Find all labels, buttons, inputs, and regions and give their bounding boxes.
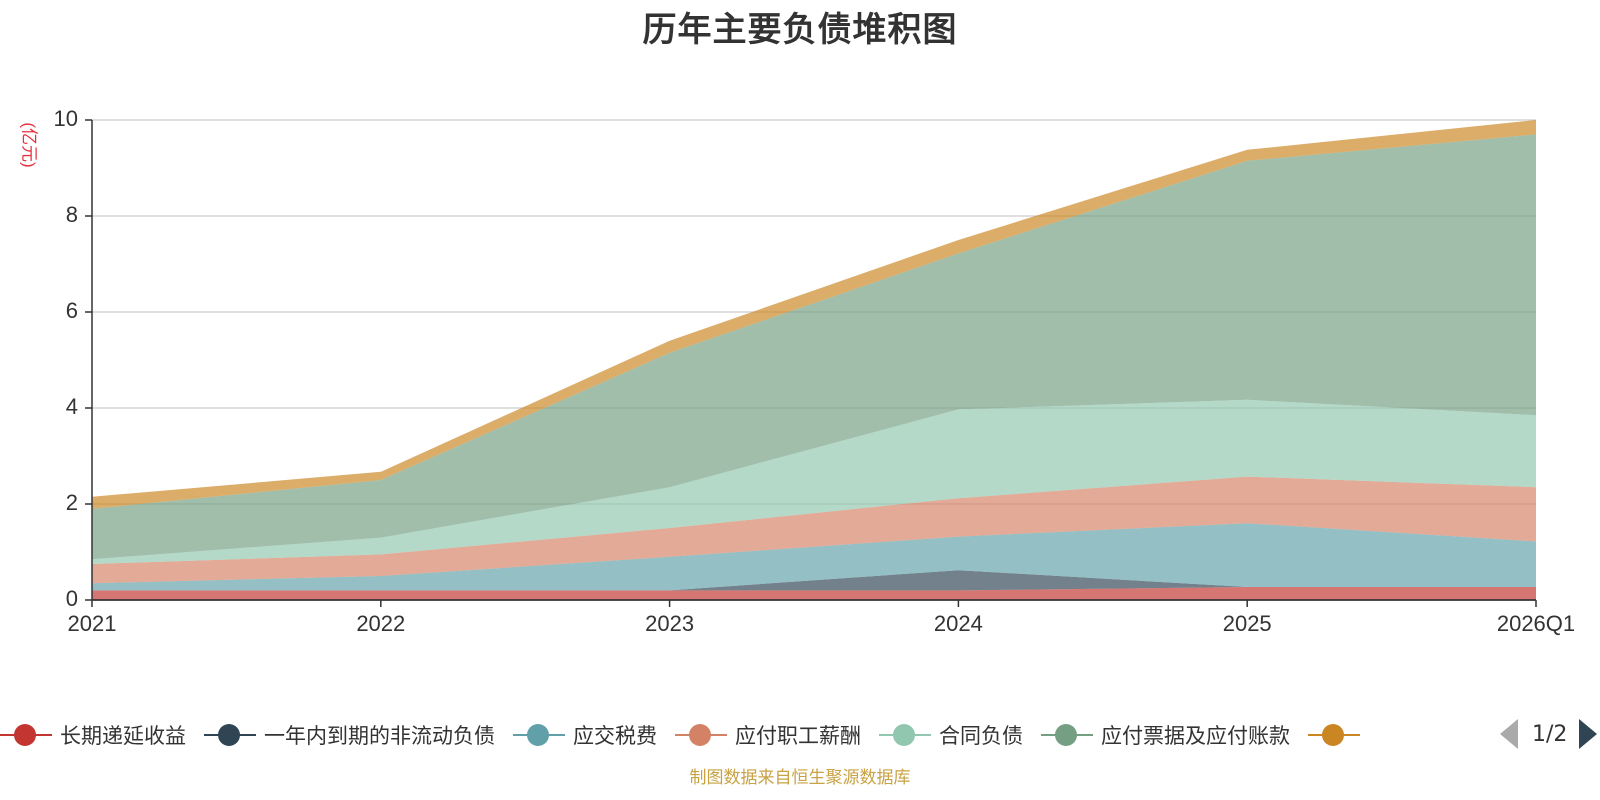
legend-marker-icon — [1308, 723, 1360, 747]
legend-marker-icon — [1041, 723, 1093, 747]
legend-label: 一年内到期的非流动负债 — [264, 724, 495, 748]
legend-marker-icon — [513, 723, 565, 747]
y-tick-label: 8 — [66, 202, 78, 227]
area-series-0[interactable] — [92, 587, 1536, 600]
legend-prev-arrow-icon[interactable] — [1500, 719, 1518, 749]
data-source-note: 制图数据来自恒生聚源数据库 — [689, 768, 911, 788]
legend-page-indicator: 1/2 — [1532, 721, 1568, 747]
y-axis-label: (亿元) — [20, 122, 39, 167]
legend-item[interactable]: 长期递延收益 — [0, 720, 186, 750]
legend-item[interactable]: 应交税费 — [513, 720, 657, 750]
legend-next-arrow-icon[interactable] — [1579, 719, 1598, 749]
axes: 0 2 4 6 8 10 2021 2022 2023 2024 2025 2026Q1 — [54, 106, 1576, 636]
x-tick-label: 2025 — [1223, 611, 1272, 636]
legend: 长期递延收益 一年内到期的非流动负债 应交税费 应付职工薪酬 合同负债 应付票据及应付账款 — [0, 717, 1600, 753]
y-tick-label: 4 — [66, 394, 78, 419]
y-tick-label: 6 — [66, 298, 78, 323]
legend-item[interactable] — [1308, 723, 1368, 747]
legend-marker-icon — [675, 723, 727, 747]
x-tick-label: 2026Q1 — [1497, 611, 1575, 636]
area-series — [92, 120, 1536, 600]
legend-item[interactable]: 应付职工薪酬 — [675, 720, 861, 750]
chart-title: 历年主要负债堆积图 — [642, 10, 958, 50]
y-tick-label: 0 — [66, 586, 78, 611]
legend-item[interactable]: 一年内到期的非流动负债 — [204, 720, 495, 750]
area-series-3[interactable] — [92, 476, 1536, 584]
x-tick-label: 2021 — [68, 611, 117, 636]
legend-label: 应交税费 — [573, 724, 657, 748]
legend-label: 应付票据及应付账款 — [1101, 724, 1290, 748]
area-series-1[interactable] — [92, 570, 1536, 591]
legend-label: 长期递延收益 — [60, 724, 186, 748]
legend-item[interactable]: 合同负债 — [879, 720, 1023, 750]
legend-pager: 1/2 — [1500, 719, 1598, 749]
area-series-4[interactable] — [92, 399, 1536, 564]
legend-marker-icon — [204, 723, 256, 747]
legend-label: 合同负债 — [939, 724, 1023, 748]
legend-label: 应付职工薪酬 — [735, 724, 861, 748]
x-tick-label: 2022 — [356, 611, 405, 636]
stacked-area-chart: 0 2 4 6 8 10 2021 2022 2023 2024 2025 2026Q1 (亿元) — [20, 106, 1576, 636]
legend-marker-icon — [879, 723, 931, 747]
legend-marker-icon — [0, 723, 52, 747]
x-tick-label: 2024 — [934, 611, 983, 636]
area-series-2[interactable] — [92, 523, 1536, 591]
area-series-5[interactable] — [92, 134, 1536, 560]
x-tick-label: 2023 — [645, 611, 694, 636]
y-tick-label: 10 — [54, 106, 78, 131]
y-tick-label: 2 — [66, 490, 78, 515]
legend-item[interactable]: 应付票据及应付账款 — [1041, 720, 1290, 750]
